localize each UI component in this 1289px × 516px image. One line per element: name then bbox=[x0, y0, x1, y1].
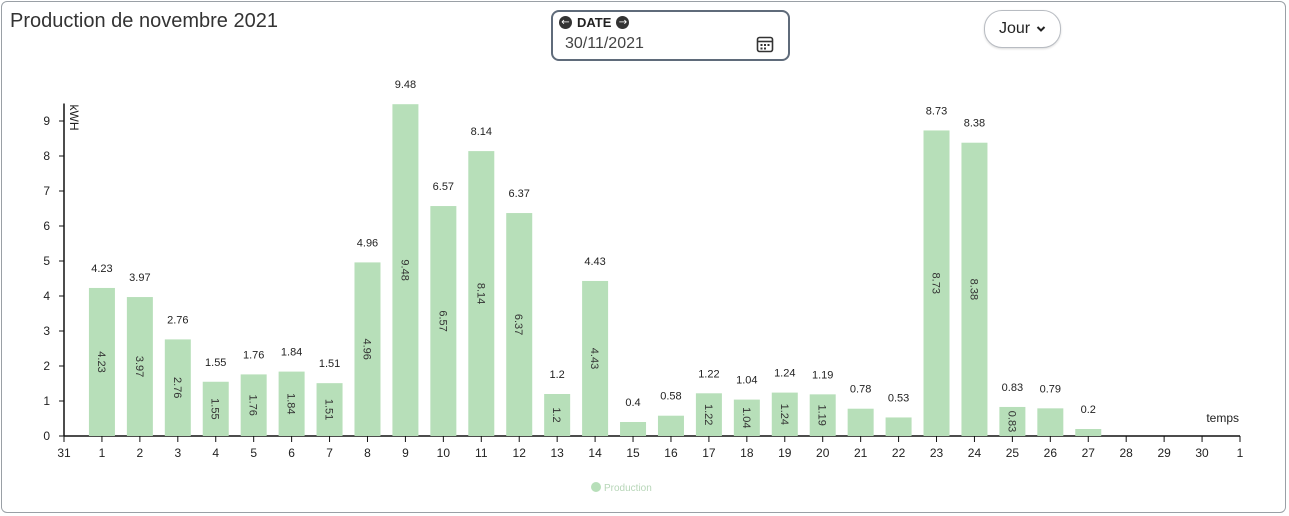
period-select[interactable]: Jour bbox=[984, 10, 1061, 48]
arrow-right-circle-icon[interactable]: → bbox=[616, 16, 630, 29]
period-label: Jour bbox=[998, 20, 1031, 37]
date-picker: ← DATE → bbox=[551, 10, 790, 61]
arrow-left-circle-icon[interactable]: ← bbox=[559, 16, 572, 29]
date-label: DATE bbox=[577, 15, 612, 30]
page-title: Production de novembre 2021 bbox=[10, 10, 278, 32]
chevron-down-icon bbox=[1036, 26, 1046, 32]
date-picker-header: ← DATE → bbox=[559, 15, 630, 30]
date-input[interactable] bbox=[565, 34, 745, 54]
calendar-icon[interactable] bbox=[756, 35, 774, 53]
